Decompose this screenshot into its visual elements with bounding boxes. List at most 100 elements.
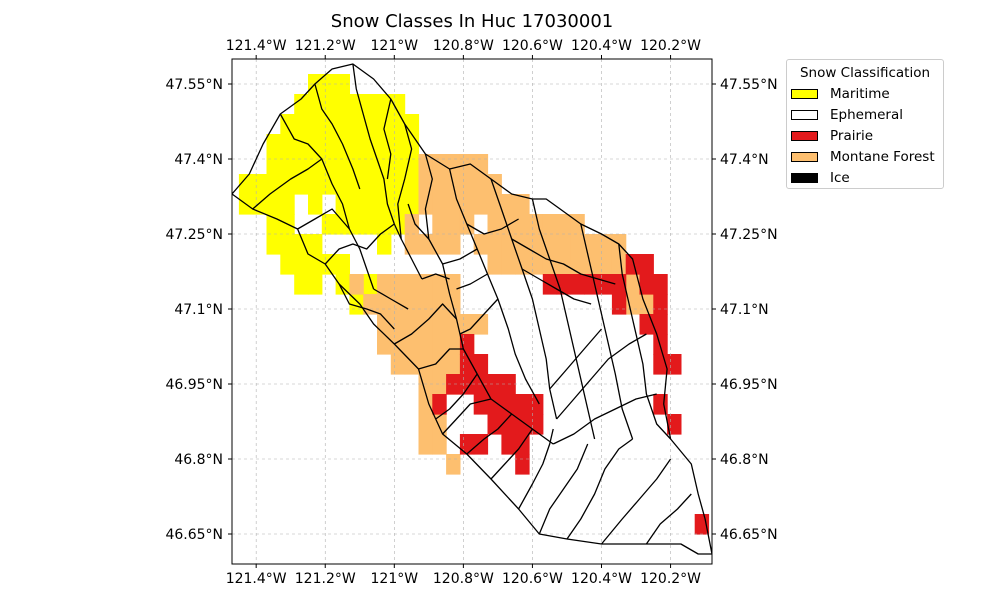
subbasin-boundary — [518, 428, 554, 510]
cell-prairie — [584, 274, 599, 295]
subbasin-boundary — [531, 198, 596, 440]
tick-label-left: 46.65°N — [165, 527, 223, 543]
tick-label-top: 120.4°W — [571, 38, 632, 54]
cell-maritime — [280, 234, 295, 255]
subbasin-boundary — [566, 438, 633, 540]
cell-maritime — [335, 174, 350, 195]
tick-label-left: 46.95°N — [165, 377, 223, 393]
cell-prairie — [639, 274, 654, 295]
subbasin-boundary — [393, 303, 457, 345]
subbasin-boundary — [552, 393, 657, 445]
cell-maritime — [294, 274, 309, 295]
subbasin-boundary — [418, 348, 464, 370]
subbasin-boundary — [618, 243, 672, 440]
cell-maritime — [404, 174, 420, 195]
cell-prairie — [501, 414, 516, 435]
cell-maritime — [308, 114, 323, 135]
tick-label-bottom: 120.6°W — [502, 571, 563, 587]
cell-maritime — [363, 214, 378, 235]
cell-montane-forest — [515, 214, 530, 235]
legend-item-maritime: Maritime — [791, 83, 890, 104]
subbasin-boundary — [456, 273, 488, 290]
cell-montane-forest — [432, 234, 447, 255]
cell-maritime — [363, 94, 378, 115]
cell-maritime — [266, 234, 281, 255]
cell-maritime — [377, 234, 392, 255]
legend-label-maritime: Maritime — [830, 85, 890, 102]
cell-montane-forest — [432, 194, 447, 215]
cell-montane-forest — [446, 234, 461, 255]
tick-label-top: 120.6°W — [502, 38, 563, 54]
cell-montane-forest — [432, 154, 447, 175]
cell-maritime — [280, 254, 295, 275]
gridlines — [232, 59, 712, 564]
cell-montane-forest — [418, 294, 433, 315]
cell-montane-forest — [418, 334, 433, 355]
cell-montane-forest — [418, 194, 433, 215]
subbasin-boundary — [511, 238, 616, 285]
cell-maritime — [308, 274, 323, 295]
legend-swatch-ephemeral — [791, 109, 818, 120]
cell-maritime — [294, 254, 309, 275]
cell-montane-forest — [404, 314, 420, 335]
cell-montane-forest — [542, 214, 558, 235]
snow-class-cells — [238, 74, 710, 535]
legend-item-ephemeral: Ephemeral — [791, 104, 903, 125]
cell-montane-forest — [556, 214, 571, 235]
cell-montane-forest — [418, 394, 433, 415]
subbasin-boundary — [383, 98, 392, 180]
tick-label-left: 47.1°N — [174, 302, 223, 318]
cell-maritime — [377, 194, 392, 215]
subbasin-boundary — [466, 218, 519, 235]
subbasin-boundary — [521, 268, 592, 305]
cell-prairie — [611, 294, 627, 315]
subbasin-boundary — [252, 158, 323, 210]
cell-montane-forest — [432, 294, 447, 315]
subbasin-boundary — [490, 428, 533, 480]
cell-montane-forest — [432, 354, 447, 375]
cell-maritime — [321, 254, 337, 275]
cell-maritime — [390, 154, 406, 175]
tick-label-top: 121.2°W — [295, 38, 356, 54]
cell-montane-forest — [404, 234, 420, 255]
legend-title: Snow Classification — [799, 65, 931, 81]
cell-maritime — [349, 294, 364, 315]
cell-prairie — [515, 414, 530, 435]
cell-montane-forest — [432, 214, 447, 235]
tick-label-right: 46.8°N — [720, 452, 769, 468]
cell-maritime — [349, 194, 364, 215]
cell-maritime — [349, 174, 364, 195]
cell-maritime — [363, 274, 378, 295]
legend-swatch-montane-forest — [791, 151, 818, 162]
cell-prairie — [542, 274, 558, 295]
cell-maritime — [363, 174, 378, 195]
cell-maritime — [363, 194, 378, 215]
cell-maritime — [294, 174, 309, 195]
subbasin-boundary — [600, 458, 672, 545]
cell-montane-forest — [377, 294, 392, 315]
legend: Snow Classification Maritime Ephemeral P… — [786, 59, 944, 189]
tick-label-bottom: 121.4°W — [226, 571, 287, 587]
cell-montane-forest — [473, 314, 489, 335]
legend-swatch-maritime — [791, 88, 818, 99]
cell-montane-forest — [432, 174, 447, 195]
cell-maritime — [308, 174, 323, 195]
cell-montane-forest — [501, 194, 516, 215]
cell-maritime — [349, 114, 364, 135]
cell-maritime — [280, 154, 295, 175]
legend-label-ice: Ice — [830, 169, 850, 186]
cell-prairie — [598, 274, 613, 295]
tick-label-top: 121°W — [371, 38, 419, 54]
tick-label-top: 121.4°W — [226, 38, 287, 54]
cell-maritime — [294, 114, 309, 135]
tick-label-right: 47.25°N — [720, 227, 778, 243]
subbasin-boundary — [324, 223, 395, 265]
cell-montane-forest — [432, 434, 447, 455]
cell-montane-forest — [377, 274, 392, 295]
subbasin-boundary — [459, 298, 499, 335]
subbasin-boundary — [538, 443, 589, 535]
subbasin-boundary — [580, 223, 634, 440]
cell-montane-forest — [377, 334, 392, 355]
cell-montane-forest — [625, 274, 641, 295]
tick-label-bottom: 120.2°W — [640, 571, 701, 587]
